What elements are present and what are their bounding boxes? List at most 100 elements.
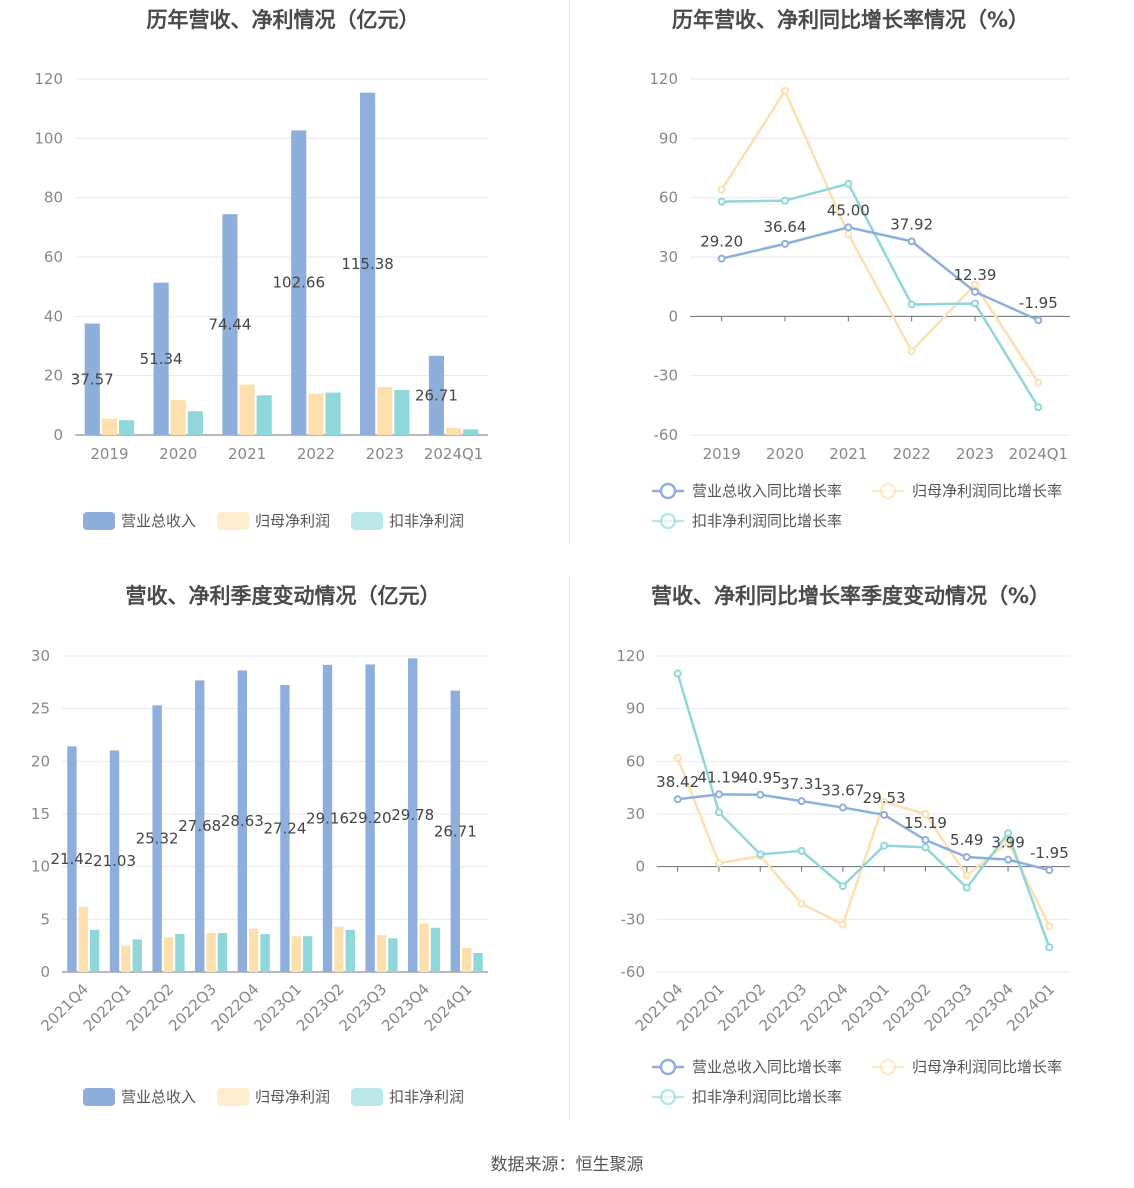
legend-label: 归母净利润	[255, 1088, 330, 1106]
x-tick-label: 2020	[159, 445, 197, 463]
data-point	[673, 669, 682, 678]
data-source-note: 数据来源：恒生聚源	[490, 1155, 644, 1175]
data-point	[1034, 403, 1043, 412]
bar	[291, 936, 301, 972]
data-point	[781, 86, 789, 95]
bar	[170, 399, 186, 435]
bar	[84, 323, 100, 435]
data-label: 102.66	[273, 274, 326, 292]
legend-swatch	[217, 1088, 249, 1106]
legend-label: 扣非净利润同比增长率	[692, 1088, 842, 1106]
data-point	[1045, 943, 1054, 952]
legend-swatch	[879, 1058, 897, 1076]
legend-swatch	[879, 482, 897, 500]
bar	[430, 927, 441, 972]
data-label: 45.00	[827, 201, 870, 219]
data-label: 29.20	[349, 809, 392, 827]
y-tick-label: -30	[621, 910, 646, 928]
data-label: 37.92	[890, 215, 933, 233]
y-tick-label: 30	[659, 248, 678, 266]
y-tick-label: 0	[53, 426, 63, 444]
data-point	[971, 299, 979, 308]
y-tick-label: -60	[621, 963, 646, 981]
bar	[280, 685, 290, 972]
legend-label: 扣非净利润	[389, 1088, 464, 1106]
data-label: 12.39	[954, 266, 997, 284]
data-label: 29.20	[700, 233, 743, 251]
bar	[237, 670, 248, 972]
y-tick-label: 120	[616, 647, 645, 665]
data-label: -1.95	[1030, 844, 1069, 862]
chart-svg: -60 -30 0 30 60 90 120 29.20 36.64 45.00 37.92 12.3…	[649, 70, 1070, 530]
data-label: 29.78	[391, 806, 434, 824]
legend-label: 归母净利润同比增长率	[912, 1058, 1062, 1076]
data-point	[1045, 866, 1054, 875]
data-point	[880, 797, 889, 806]
data-point	[717, 254, 726, 263]
legend-swatch	[83, 1088, 115, 1106]
bar	[163, 937, 174, 972]
data-point	[880, 841, 889, 850]
x-tick-label: 2023	[956, 445, 994, 463]
x-tick-label: 2021	[829, 445, 867, 463]
bar	[463, 429, 479, 435]
y-tick-label: 20	[31, 752, 50, 770]
chart-title: 营收、净利同比增长率季度变动情况（%）	[650, 584, 1051, 608]
data-point	[907, 300, 916, 309]
data-point	[756, 850, 765, 859]
series-line	[720, 88, 1040, 384]
bar	[446, 427, 462, 435]
bar	[334, 926, 344, 972]
x-tick-label: 2019	[703, 445, 741, 463]
data-point	[844, 179, 853, 188]
legend-swatch	[659, 1058, 677, 1076]
y-tick-label: 100	[34, 129, 63, 147]
data-point	[797, 797, 806, 806]
bar	[419, 923, 429, 972]
data-point	[1034, 316, 1043, 325]
data-label: 36.64	[764, 218, 807, 236]
bar	[78, 906, 88, 972]
data-point	[714, 859, 723, 868]
bar	[450, 690, 461, 972]
data-label: 40.95	[739, 769, 782, 787]
data-point	[714, 808, 723, 817]
legend-swatch	[659, 482, 677, 500]
bar	[132, 939, 142, 972]
chart-title: 历年营收、净利同比增长率情况（%）	[671, 8, 1030, 32]
legend-label: 营业总收入同比增长率	[692, 1058, 842, 1076]
data-point	[797, 846, 806, 855]
series-line	[676, 673, 1051, 948]
legend-label: 扣非净利润	[389, 512, 464, 530]
data-point	[844, 230, 853, 239]
bar	[345, 929, 355, 972]
chart-annual-growth: 历年营收、净利同比增长率情况（%） -60 -30 0 30 60 90 120 29.20 3…	[567, 0, 1134, 560]
x-tick-label: 2024Q1	[421, 980, 476, 1035]
legend-swatch	[351, 1088, 383, 1106]
data-label: -1.95	[1019, 294, 1058, 312]
data-point	[962, 883, 971, 892]
panel-divider	[569, 576, 570, 1121]
bar	[365, 664, 375, 972]
y-tick-label: 60	[44, 248, 63, 266]
bar	[121, 945, 131, 972]
x-tick-label: 2021	[228, 445, 266, 463]
legend-swatch	[351, 512, 383, 530]
data-point	[921, 843, 930, 852]
panel-divider	[569, 0, 570, 545]
bar	[428, 355, 445, 435]
y-tick-label: 120	[34, 70, 63, 88]
data-point	[673, 753, 682, 762]
y-tick-label: 60	[626, 752, 645, 770]
data-point	[797, 899, 806, 908]
bar	[260, 934, 270, 972]
y-tick-label: 90	[626, 700, 645, 718]
data-label: 74.44	[208, 316, 251, 334]
chart-title: 历年营收、净利情况（亿元）	[146, 8, 420, 32]
data-label: 38.42	[656, 773, 699, 791]
bar	[222, 214, 238, 435]
y-tick-label: 120	[649, 70, 678, 88]
y-tick-label: 5	[40, 910, 50, 928]
bar	[325, 392, 341, 435]
bar	[206, 933, 216, 972]
